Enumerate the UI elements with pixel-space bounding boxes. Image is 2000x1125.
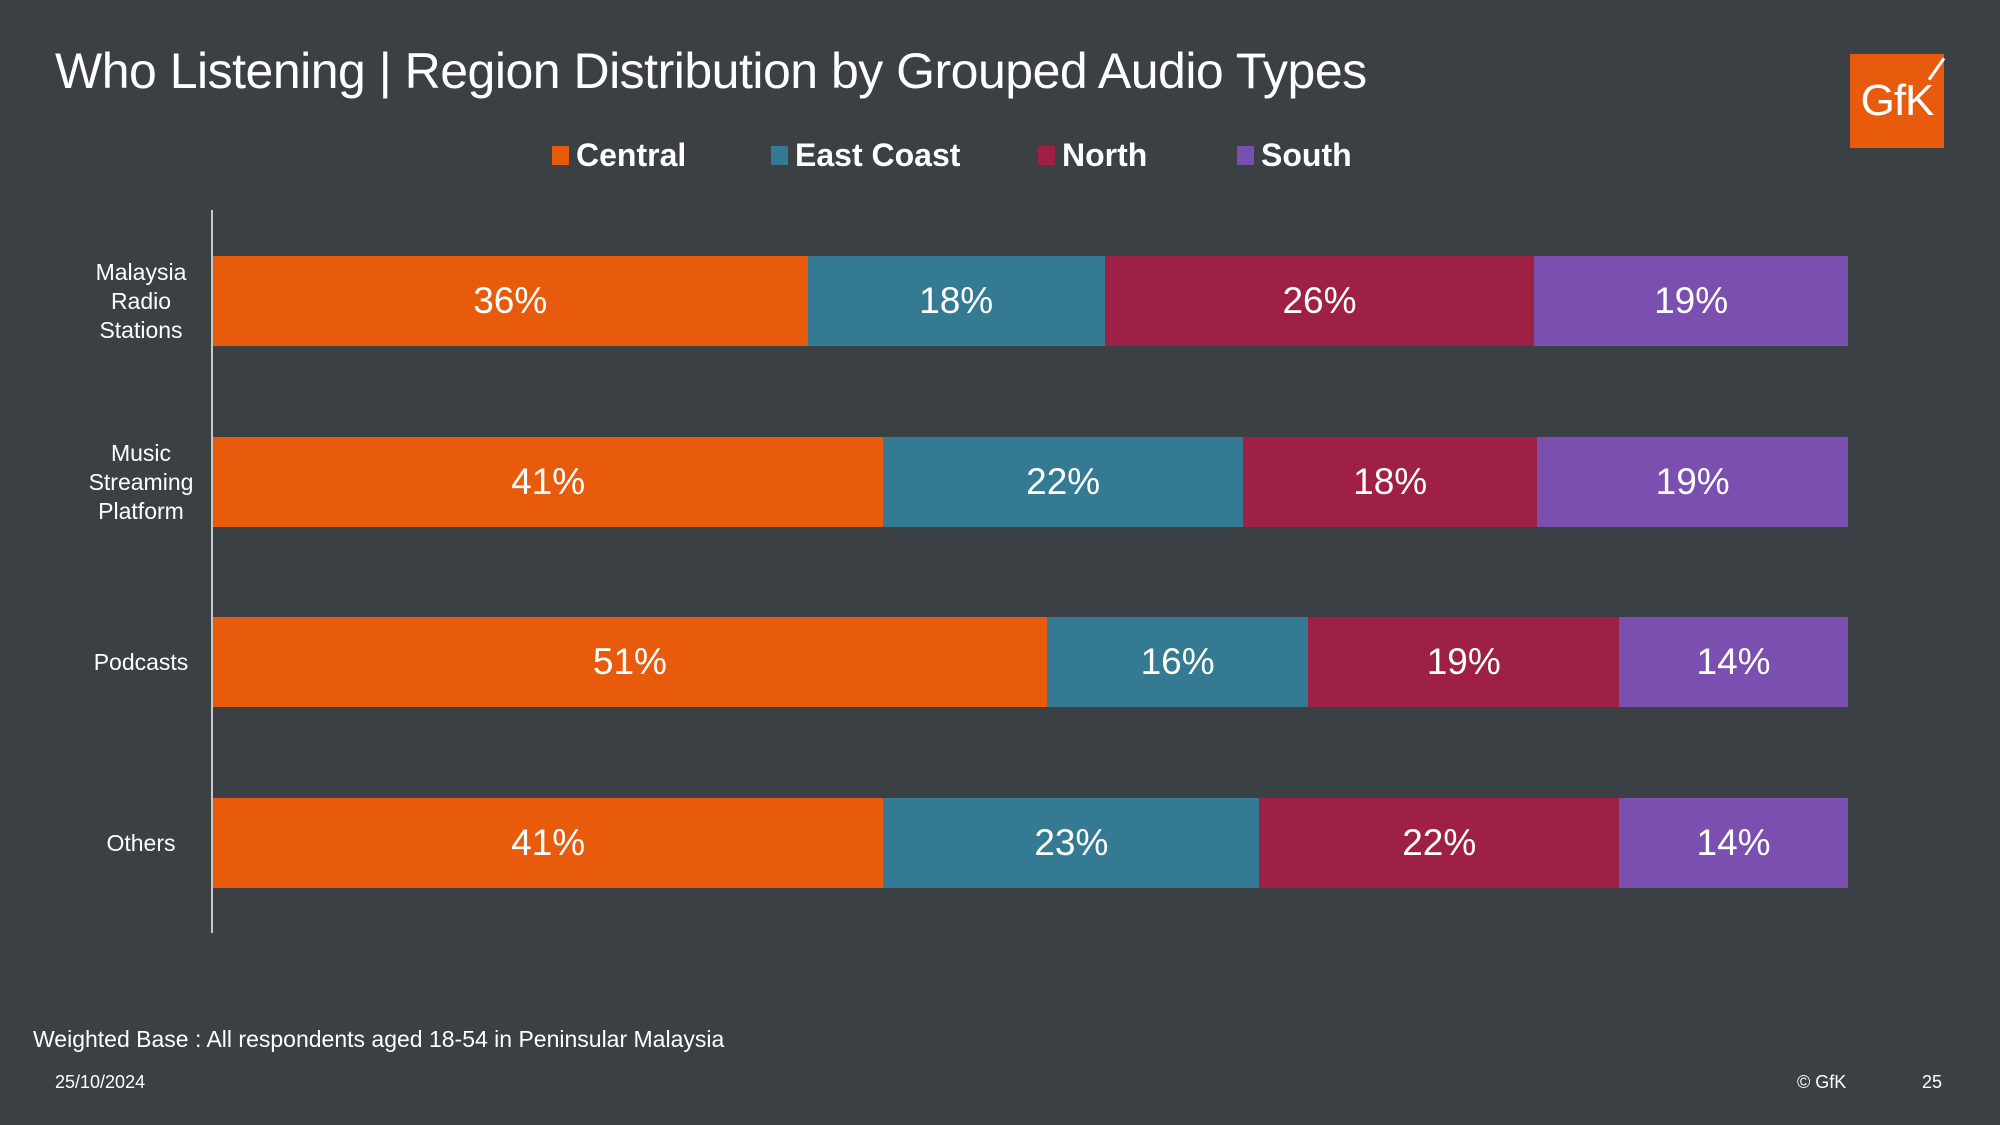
bar-segment-north: 19% (1308, 617, 1620, 707)
data-label: 19% (1426, 641, 1501, 682)
slide-date: 25/10/2024 (55, 1072, 146, 1092)
data-label: 16% (1140, 641, 1215, 682)
logo-accent-mark (1927, 57, 1946, 81)
legend-item-south: South (1237, 137, 1352, 174)
bar-segment-north: 22% (1259, 798, 1620, 888)
category-label-line: Music (110, 439, 172, 466)
legend-label: Central (576, 137, 687, 173)
data-label: 19% (1654, 280, 1729, 321)
slide-title: Who Listening | Region Distribution by G… (55, 43, 1367, 99)
bar-segment-east-coast: 16% (1046, 617, 1309, 707)
base-footnote: Weighted Base : All respondents aged 18-… (33, 1026, 725, 1052)
data-label: 23% (1034, 822, 1109, 863)
chart-legend: Central East Coast North South (0, 137, 2000, 177)
legend-swatch (771, 146, 788, 165)
legend-label: South (1261, 137, 1352, 173)
gfk-logo: GfK (1850, 54, 1946, 148)
data-label: 22% (1402, 822, 1477, 863)
data-label: 51% (592, 641, 667, 682)
data-label: 26% (1282, 280, 1357, 321)
category-label-line: Radio (110, 287, 172, 314)
data-label: 18% (1353, 461, 1428, 502)
data-label: 14% (1696, 822, 1771, 863)
bar-segment-north: 18% (1243, 437, 1538, 527)
category-label-line: Malaysia (95, 258, 187, 285)
category-label-line: Others (106, 829, 176, 856)
legend-item-east-coast: East Coast (771, 137, 960, 174)
data-label: 18% (919, 280, 994, 321)
category-label: Music Streaming Platform (56, 439, 226, 526)
data-label: 36% (473, 280, 548, 321)
legend-swatch (1038, 146, 1055, 165)
category-label-line: Stations (99, 316, 183, 343)
category-label: Malaysia Radio Stations (56, 258, 226, 345)
copyright-text: © GfK (1797, 1072, 1847, 1092)
legend-label: East Coast (795, 137, 961, 173)
data-label: 22% (1026, 461, 1101, 502)
legend-item-north: North (1038, 137, 1147, 174)
category-axis-line (211, 210, 213, 933)
bar-segment-east-coast: 22% (883, 437, 1244, 527)
data-label: 14% (1696, 641, 1771, 682)
bar-segment-north: 26% (1104, 256, 1535, 346)
category-label-line: Platform (98, 497, 184, 524)
bar-segment-central: 41% (213, 798, 884, 888)
bar-segment-central: 51% (213, 617, 1047, 707)
data-label: 41% (511, 822, 586, 863)
page-number: 25 (1922, 1072, 1943, 1092)
bar-segment-central: 36% (213, 256, 808, 346)
category-label-line: Podcasts (93, 648, 189, 675)
data-label: 41% (511, 461, 586, 502)
bar-segment-south: 14% (1619, 617, 1848, 707)
bar-segment-south: 19% (1537, 437, 1848, 527)
legend-item-central: Central (552, 137, 686, 174)
bar-segment-central: 41% (213, 437, 884, 527)
legend-label: North (1062, 137, 1148, 173)
category-label-line: Streaming (88, 468, 194, 495)
logo-text: GfK (1860, 76, 1935, 125)
bar-segment-east-coast: 18% (807, 256, 1105, 346)
bar-segment-east-coast: 23% (883, 798, 1260, 888)
legend-swatch (552, 146, 569, 165)
data-label: 19% (1655, 461, 1730, 502)
category-label: Podcasts (56, 648, 226, 677)
legend-swatch (1237, 146, 1254, 165)
category-label: Others (56, 829, 226, 858)
bar-segment-south: 14% (1619, 798, 1848, 888)
bar-segment-south: 19% (1534, 256, 1848, 346)
